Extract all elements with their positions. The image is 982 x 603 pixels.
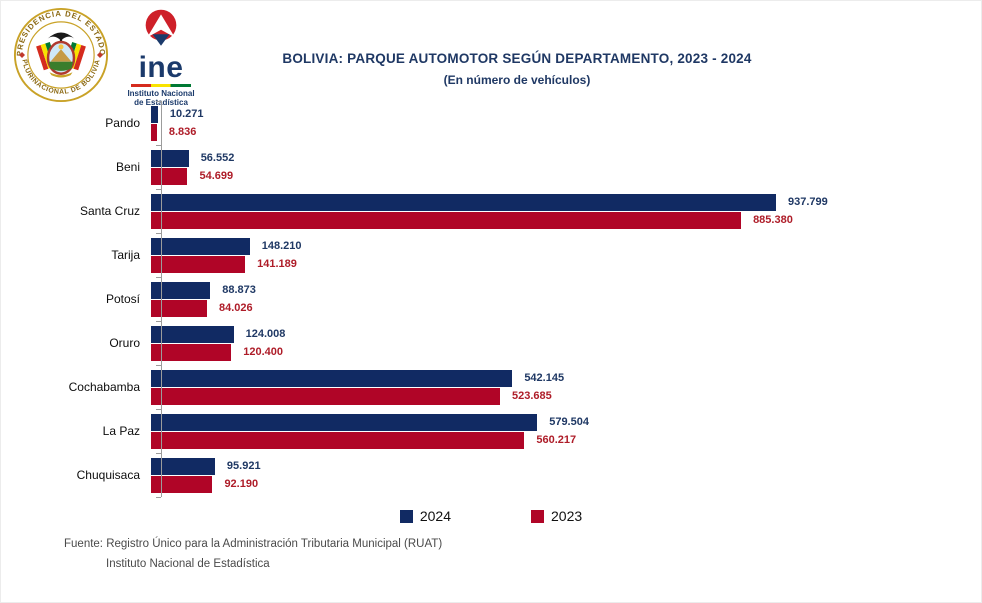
bar-2023-potosí	[151, 299, 207, 317]
category-label: Santa Cruz	[79, 204, 140, 218]
value-label-2024: 88.873	[222, 284, 256, 296]
chart-row-chuquisaca: Chuquisaca 95.921 92.190	[11, 453, 971, 497]
chart-row-pando: Pando 10.271 8.836	[11, 101, 971, 145]
bar-2023-beni	[151, 167, 188, 185]
chart-row-santa-cruz: Santa Cruz 937.799 885.380	[11, 189, 971, 233]
value-label-2023: 84.026	[218, 302, 253, 314]
value-label-2024: 148.210	[261, 240, 302, 252]
legend-swatch-2024	[399, 509, 413, 523]
chart-subtitle: (En número de vehículos)	[443, 73, 591, 87]
bar-group: 88.873 84.026	[151, 281, 256, 317]
ine-mountain-icon	[145, 9, 177, 46]
category-label: Oruro	[109, 336, 140, 350]
bar-2023-cochabamba	[151, 387, 500, 405]
chart-row-tarija: Tarija 148.210 141.189	[11, 233, 971, 277]
source-line-2: Instituto Nacional de Estadística	[106, 558, 270, 570]
bar-group: 542.145 523.685	[151, 369, 564, 405]
axis-tick	[156, 453, 161, 454]
bar-2024-santa-cruz	[151, 193, 776, 211]
bar-2023-tarija	[151, 255, 246, 273]
value-label-2024: 124.008	[245, 328, 286, 340]
axis-tick	[156, 277, 161, 278]
chart-title: BOLIVIA: PARQUE AUTOMOTOR SEGÚN DEPARTAM…	[282, 51, 752, 66]
bar-group: 148.210 141.189	[151, 237, 302, 273]
bar-2023-la-paz	[151, 431, 525, 449]
chart-header: BOLIVIA: PARQUE AUTOMOTOR SEGÚN DEPARTAM…	[27, 51, 981, 87]
legend-item-2024: 2024	[399, 508, 451, 524]
value-label-2023: 560.217	[536, 434, 577, 446]
value-label-2023: 885.380	[753, 214, 793, 226]
bar-2023-santa-cruz	[151, 211, 742, 229]
value-label-2024: 542.145	[524, 372, 565, 384]
bar-group: 95.921 92.190	[151, 457, 261, 493]
coat-of-arms	[36, 32, 86, 78]
bar-2023-oruro	[151, 343, 232, 361]
bar-group: 56.552 54.699	[151, 149, 234, 185]
chart-row-oruro: Oruro 124.008 120.400	[11, 321, 971, 365]
value-label-2024: 56.552	[200, 152, 235, 164]
bar-2023-chuquisaca	[151, 475, 213, 493]
value-label-2024: 579.504	[549, 416, 589, 428]
value-label-2023: 54.699	[199, 170, 234, 182]
bar-group: 124.008 120.400	[151, 325, 285, 361]
category-label: La Paz	[102, 424, 140, 438]
value-label-2024: 10.271	[169, 108, 204, 120]
value-label-2023: 120.400	[243, 346, 283, 358]
axis-tick	[156, 409, 161, 410]
axis-tick	[156, 233, 161, 234]
ine-flag-stripe	[131, 83, 191, 87]
value-label-2024: 95.921	[226, 460, 261, 472]
value-label-2024: 937.799	[788, 196, 828, 208]
ine-wordmark: ine	[138, 51, 184, 84]
value-label-2023: 141.189	[257, 258, 297, 270]
bar-group: 579.504 560.217	[151, 413, 589, 449]
axis-tick	[156, 365, 161, 366]
bar-2024-tarija	[151, 237, 250, 255]
legend-item-2023: 2023	[531, 508, 582, 524]
legend-label-2024: 2024	[419, 508, 451, 524]
axis-tick	[156, 145, 161, 146]
category-label: Cochabamba	[68, 380, 140, 394]
chart-row-potosí: Potosí 88.873 84.026	[11, 277, 971, 321]
category-axis-line	[161, 101, 162, 497]
bar-chart: Pando 10.271 8.836 Beni 56.552 54.699 Santa Cr…	[11, 101, 971, 498]
source-note: Fuente: Registro Único para la Administr…	[64, 538, 442, 570]
bar-2024-chuquisaca	[151, 457, 215, 475]
chart-row-la-paz: La Paz 579.504 560.217	[11, 409, 971, 453]
seal-left-diamond	[19, 52, 26, 58]
bar-group: 10.271 8.836	[151, 105, 204, 141]
chart-rows: Pando 10.271 8.836 Beni 56.552 54.699 Santa Cr…	[11, 101, 971, 497]
category-label: Pando	[105, 116, 140, 130]
bar-2024-cochabamba	[151, 369, 513, 387]
category-label: Potosí	[105, 292, 140, 306]
legend-swatch-2023	[531, 509, 544, 523]
bolivia-presidency-seal-logo: PRESIDENCIA DEL ESTADO PLURINACIONAL DE …	[13, 7, 109, 103]
bar-2024-beni	[151, 149, 189, 167]
value-label-2023: 523.685	[512, 390, 552, 402]
ine-subtitle-line1: Instituto Nacional	[127, 88, 195, 98]
chart-legend: 2024 2023	[1, 508, 981, 524]
bar-group: 937.799 885.380	[151, 193, 828, 229]
category-label: Tarija	[111, 248, 140, 262]
chart-row-beni: Beni 56.552 54.699	[11, 145, 971, 189]
category-label: Beni	[115, 160, 140, 174]
value-label-2023: 8.836	[168, 126, 197, 138]
category-label: Chuquisaca	[76, 468, 140, 482]
legend-label-2023: 2023	[551, 508, 583, 524]
bar-2024-pando	[151, 105, 158, 123]
bar-2024-oruro	[151, 325, 234, 343]
value-label-2023: 92.190	[224, 478, 259, 490]
bar-2024-la-paz	[151, 413, 538, 431]
bar-2024-potosí	[151, 281, 211, 299]
axis-tick	[156, 101, 161, 102]
axis-tick	[156, 321, 161, 322]
bar-2023-pando	[151, 123, 157, 141]
axis-tick	[156, 189, 161, 190]
chart-row-cochabamba: Cochabamba 542.145 523.685	[11, 365, 971, 409]
source-line-1: Fuente: Registro Único para la Administr…	[64, 538, 443, 550]
axis-tick	[156, 497, 161, 498]
